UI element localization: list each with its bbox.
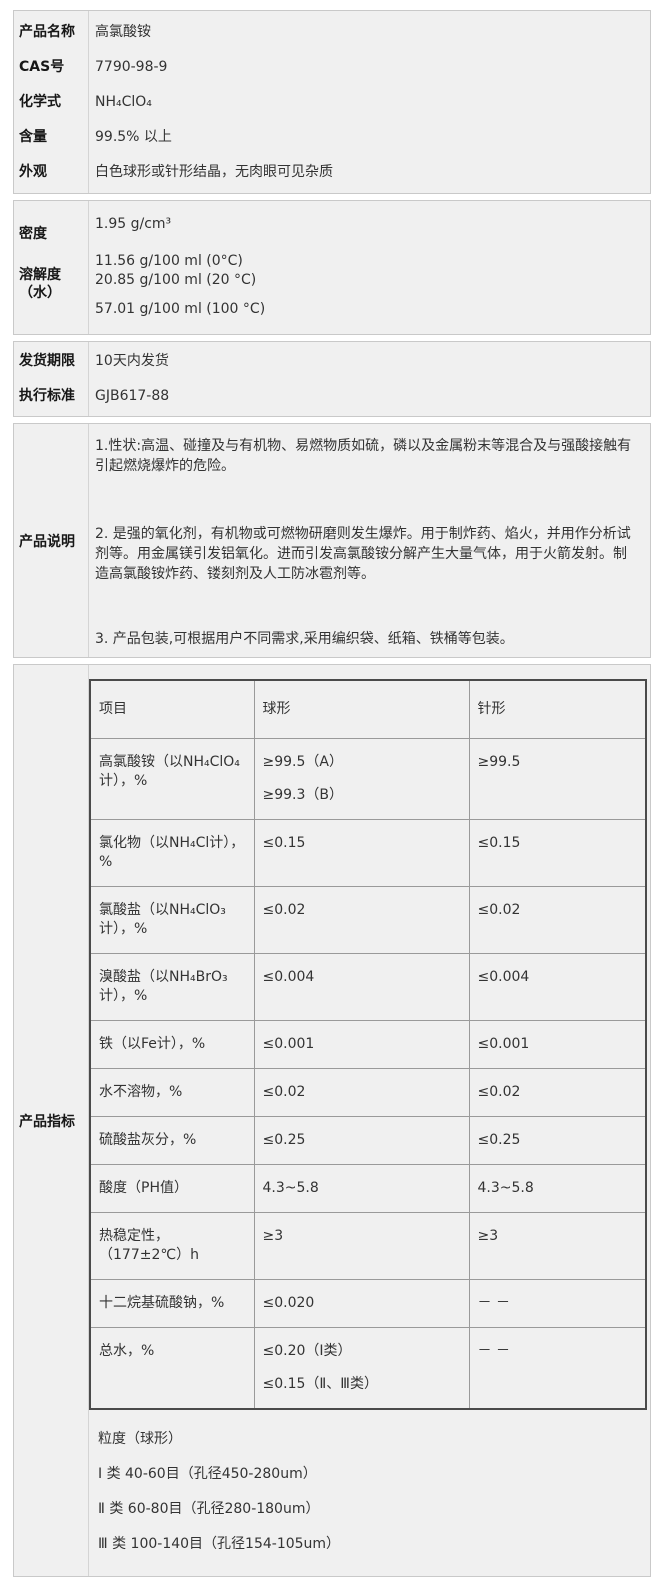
solubility-label: 溶解度 （水）: [19, 266, 88, 302]
granularity-block: 粒度（球形） Ⅰ 类 40-60目（孔径450-280um） Ⅱ 类 60-80…: [89, 1410, 650, 1576]
spec-item: 酸度（PH值）: [89, 1164, 255, 1213]
density-label: 密度: [19, 226, 47, 242]
spec-header-item: 项目: [89, 679, 255, 739]
solubility-label-line1: 溶解度: [19, 267, 61, 283]
solubility-value: 57.01 g/100 ml (100 °C): [95, 301, 266, 317]
product-description-label: 产品说明: [14, 424, 89, 657]
spec-row-total-water: 总水，% ≤0.20（Ⅰ类） ≤0.15（Ⅱ、Ⅲ类） － －: [89, 1327, 647, 1410]
purity-label: 含量: [19, 129, 47, 145]
physical-properties-section: 密度 溶解度 （水） 1.95 g/cm³ 11.56 g/100 ml (0°…: [13, 200, 651, 335]
spec-needle-value: ≤0.02: [468, 886, 647, 954]
spec-item: 铁（以Fe计），%: [89, 1020, 255, 1069]
spec-spherical-value: ≤0.004: [253, 953, 470, 1021]
spec-spherical-value: ≥3: [253, 1212, 470, 1280]
delivery-section: 发货期限 执行标准 10天内发货 GJB617-88: [13, 341, 651, 417]
granularity-title: 粒度（球形）: [98, 1431, 182, 1447]
spec-spherical-value: 4.3~5.8: [253, 1164, 470, 1213]
solubility-value: 20.85 g/100 ml (20 °C): [95, 272, 257, 288]
physical-properties-labels: 密度 溶解度 （水）: [14, 201, 89, 334]
spec-row-iron: 铁（以Fe计），% ≤0.001 ≤0.001: [89, 1020, 647, 1069]
spec-row-acidity: 酸度（PH值） 4.3~5.8 4.3~5.8: [89, 1164, 647, 1213]
spec-row-perchlorate: 高氯酸铵（以NH₄ClO₄计），% ≥99.5（A） ≥99.3（B） ≥99.…: [89, 738, 647, 820]
spec-needle-value: ≥3: [468, 1212, 647, 1280]
basic-info-values: 高氯酸铵 7790-98-9 NH₄ClO₄ 99.5% 以上 白色球形或针形结…: [89, 11, 650, 193]
granularity-class-1: Ⅰ 类 40-60目（孔径450-280um）: [98, 1466, 317, 1482]
physical-properties-values: 1.95 g/cm³ 11.56 g/100 ml (0°C) 20.85 g/…: [89, 201, 650, 334]
spec-value-line: ≤0.15（Ⅱ、Ⅲ类）: [262, 1376, 378, 1392]
spec-row-sds: 十二烷基硫酸钠，% ≤0.020 － －: [89, 1279, 647, 1328]
spec-item: 氯化物（以NH₄Cl计），%: [89, 819, 255, 887]
spec-value-line: ≥99.5（A）: [262, 754, 343, 770]
product-specs-label: 产品指标: [14, 665, 89, 1576]
spec-spherical-value: ≤0.20（Ⅰ类） ≤0.15（Ⅱ、Ⅲ类）: [253, 1327, 470, 1410]
spec-needle-value: ≤0.25: [468, 1116, 647, 1165]
spec-spherical-value: ≤0.001: [253, 1020, 470, 1069]
spec-needle-value: ≤0.004: [468, 953, 647, 1021]
product-specs-section: 产品指标 项目 球形 针形 高氯酸铵（以NH₄ClO₄计），% ≥99.5（A）: [13, 664, 651, 1577]
product-name-label: 产品名称: [19, 24, 75, 40]
spec-spherical-value: ≤0.020: [253, 1279, 470, 1328]
description-paragraph: 3. 产品包装,可根据用户不同需求,采用编织袋、纸箱、铁桶等包装。: [95, 631, 514, 647]
spec-row-thermal-stability: 热稳定性，（177±2℃）h ≥3 ≥3: [89, 1212, 647, 1280]
spec-needle-value: － －: [468, 1279, 647, 1328]
basic-info-section: 产品名称 CAS号 化学式 含量 外观 高氯酸铵 7790-98-9 NH₄Cl…: [13, 10, 651, 194]
cas-number-value: 7790-98-9: [95, 59, 168, 75]
spec-item: 溴酸盐（以NH₄BrO₃计），%: [89, 953, 255, 1021]
spec-row-water-insoluble: 水不溶物，% ≤0.02 ≤0.02: [89, 1068, 647, 1117]
spec-needle-value: ≤0.15: [468, 819, 647, 887]
spec-value-line: ≤0.20（Ⅰ类）: [262, 1343, 352, 1359]
spec-row-bromate: 溴酸盐（以NH₄BrO₃计），% ≤0.004 ≤0.004: [89, 953, 647, 1021]
spec-needle-value: ≤0.02: [468, 1068, 647, 1117]
spec-item: 氯酸盐（以NH₄ClO₃计），%: [89, 886, 255, 954]
solubility-value: 11.56 g/100 ml (0°C): [95, 253, 243, 269]
density-value: 1.95 g/cm³: [95, 216, 172, 232]
spec-row-chloride: 氯化物（以NH₄Cl计），% ≤0.15 ≤0.15: [89, 819, 647, 887]
delivery-values: 10天内发货 GJB617-88: [89, 342, 650, 416]
spec-item: 硫酸盐灰分，%: [89, 1116, 255, 1165]
delivery-time-label: 发货期限: [19, 353, 75, 369]
basic-info-labels: 产品名称 CAS号 化学式 含量 外观: [14, 11, 89, 193]
spec-item: 高氯酸铵（以NH₄ClO₄计），%: [89, 738, 255, 820]
product-description-body: 1.性状:高温、碰撞及与有机物、易燃物质如硫，磷以及金属粉末等混合及与强酸接触有…: [89, 424, 650, 657]
spec-spherical-value: ≥99.5（A） ≥99.3（B）: [253, 738, 470, 820]
granularity-class-3: Ⅲ 类 100-140目（孔径154-105um）: [98, 1536, 341, 1552]
spec-spherical-value: ≤0.02: [253, 886, 470, 954]
delivery-time-value: 10天内发货: [95, 353, 169, 369]
spec-item: 十二烷基硫酸钠，%: [89, 1279, 255, 1328]
spec-header-spherical: 球形: [253, 679, 470, 739]
purity-value: 99.5% 以上: [95, 129, 172, 145]
spec-item: 热稳定性，（177±2℃）h: [89, 1212, 255, 1280]
spec-table: 项目 球形 针形 高氯酸铵（以NH₄ClO₄计），% ≥99.5（A） ≥99.…: [89, 679, 647, 1410]
spec-header-row: 项目 球形 针形: [89, 679, 647, 739]
spec-needle-value: ≥99.5: [468, 738, 647, 820]
cas-number-label: CAS号: [19, 59, 65, 75]
product-specs-body: 项目 球形 针形 高氯酸铵（以NH₄ClO₄计），% ≥99.5（A） ≥99.…: [89, 665, 650, 1576]
spec-spherical-value: ≤0.25: [253, 1116, 470, 1165]
solubility-label-line2: （水）: [19, 285, 61, 301]
appearance-label: 外观: [19, 164, 47, 180]
spec-row-sulfate-ash: 硫酸盐灰分，% ≤0.25 ≤0.25: [89, 1116, 647, 1165]
appearance-value: 白色球形或针形结晶，无肉眼可见杂质: [95, 164, 333, 180]
spec-spherical-value: ≤0.02: [253, 1068, 470, 1117]
spec-needle-value: － －: [468, 1327, 647, 1410]
spec-needle-value: ≤0.001: [468, 1020, 647, 1069]
granularity-class-2: Ⅱ 类 60-80目（孔径280-180um）: [98, 1501, 320, 1517]
standard-value: GJB617-88: [95, 388, 170, 404]
description-paragraph: 2. 是强的氧化剂，有机物或可燃物研磨则发生爆炸。用于制炸药、焰火，并用作分析试…: [95, 526, 631, 582]
product-name-value: 高氯酸铵: [95, 24, 151, 40]
spec-needle-value: 4.3~5.8: [468, 1164, 647, 1213]
spec-row-chlorate: 氯酸盐（以NH₄ClO₃计），% ≤0.02 ≤0.02: [89, 886, 647, 954]
spec-header-needle: 针形: [468, 679, 647, 739]
spec-value-line: ≥99.3（B）: [262, 787, 344, 803]
spec-spherical-value: ≤0.15: [253, 819, 470, 887]
standard-label: 执行标准: [19, 388, 75, 404]
spec-item: 水不溶物，%: [89, 1068, 255, 1117]
spec-item: 总水，%: [89, 1327, 255, 1410]
delivery-labels: 发货期限 执行标准: [14, 342, 89, 416]
product-description-section: 产品说明 1.性状:高温、碰撞及与有机物、易燃物质如硫，磷以及金属粉末等混合及与…: [13, 423, 651, 658]
chemical-formula-value: NH₄ClO₄: [95, 94, 152, 110]
chemical-formula-label: 化学式: [19, 94, 61, 110]
description-paragraph: 1.性状:高温、碰撞及与有机物、易燃物质如硫，磷以及金属粉末等混合及与强酸接触有…: [95, 438, 632, 474]
